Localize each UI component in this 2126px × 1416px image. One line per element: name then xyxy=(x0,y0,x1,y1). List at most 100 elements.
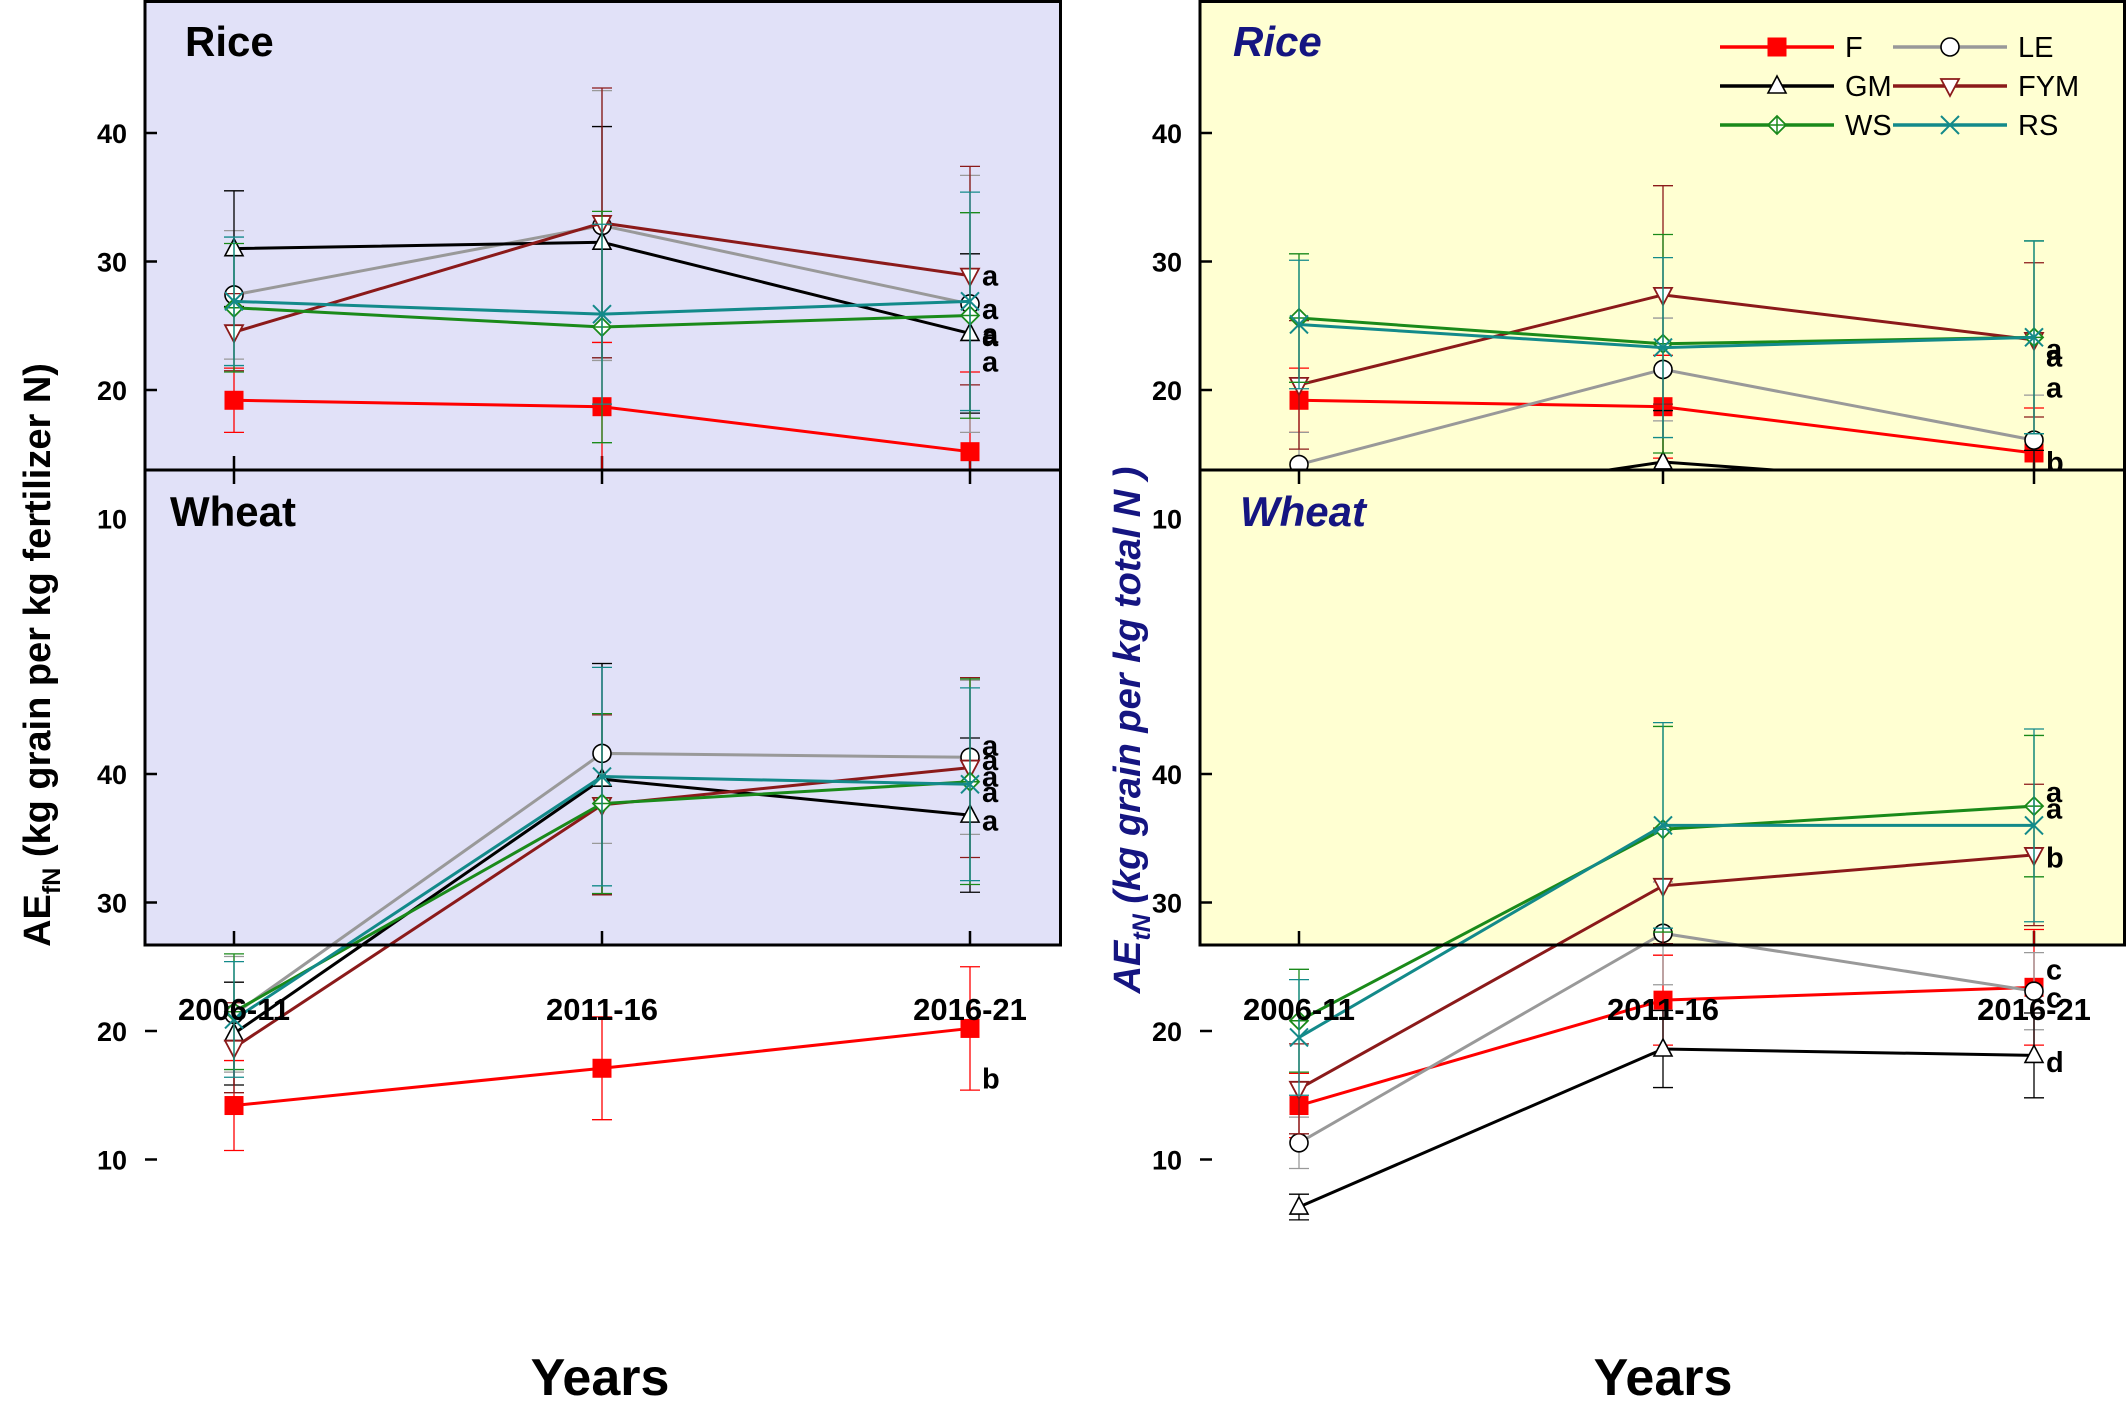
data-point xyxy=(1289,1027,1309,1048)
significance-letter: b xyxy=(2046,843,2064,875)
data-point xyxy=(2023,1043,2045,1064)
y-tick-label: 40 xyxy=(1152,760,1182,790)
significance-letter: a xyxy=(2046,334,2063,366)
y-tick-label: 30 xyxy=(97,889,127,919)
panel-title: Wheat xyxy=(1240,488,1368,535)
data-point xyxy=(224,390,244,410)
series-rs xyxy=(224,191,980,412)
significance-letter: a xyxy=(982,347,999,379)
data-point xyxy=(2024,327,2044,348)
panel-left-rice: 10203040aaaaabRice xyxy=(97,0,1062,535)
significance-letter: b xyxy=(982,1064,1000,1096)
data-point xyxy=(592,766,612,787)
legend-label: RS xyxy=(2018,110,2058,142)
right-y-axis-label: AEtN (kg grain per kg total N ) xyxy=(1107,467,1156,995)
circle-icon-marker xyxy=(1940,37,1960,57)
left-x-axis-label: Years xyxy=(531,1349,670,1407)
square-x-icon xyxy=(1940,115,1960,135)
square-x-icon-marker xyxy=(1940,115,1960,135)
plot-frame xyxy=(143,0,1062,947)
diamond-plus-icon-marker xyxy=(1766,114,1788,136)
significance-letter: a xyxy=(982,762,999,794)
series-line xyxy=(1298,931,2035,1145)
legend-entry-ws: WS xyxy=(1720,110,1892,142)
significance-letter: a xyxy=(982,261,999,293)
significance-letter: a xyxy=(982,777,999,809)
data-point xyxy=(592,304,612,324)
y-tick-label: 20 xyxy=(1152,1017,1182,1047)
x-tick-label: 2016-21 xyxy=(1977,992,2091,1027)
data-point xyxy=(1653,337,1673,358)
legend-label: FYM xyxy=(2018,71,2079,103)
triangle-down-icon xyxy=(1939,78,1961,98)
series-rs xyxy=(1289,721,2044,1096)
x-tick-label: 2016-21 xyxy=(913,992,1027,1027)
series-rs xyxy=(1289,240,2044,439)
series-gm xyxy=(1288,1009,2045,1221)
red-square-icon xyxy=(1767,37,1787,57)
legend-label: GM xyxy=(1845,71,1892,103)
data-point xyxy=(1652,1037,1674,1057)
significance-letter: a xyxy=(2046,342,2063,374)
panel-title: Wheat xyxy=(170,488,296,535)
data-point xyxy=(1653,815,1673,836)
y-tick-label: 20 xyxy=(97,376,127,406)
y-tick-label: 20 xyxy=(97,1017,127,1047)
data-point xyxy=(960,1018,980,1038)
significance-letter: d xyxy=(2046,1047,2064,1079)
significance-letter: a xyxy=(982,745,999,777)
legend-entry-gm: GM xyxy=(1720,71,1892,103)
circle-icon xyxy=(1940,37,1960,57)
triangle-up-icon-marker xyxy=(1766,74,1788,94)
y-tick-label: 10 xyxy=(1152,505,1182,535)
data-point xyxy=(1288,1195,1310,1215)
y-tick-label: 30 xyxy=(1152,248,1182,278)
legend-label: F xyxy=(1845,32,1863,64)
panel-title: Rice xyxy=(185,18,274,65)
y-tick-label: 40 xyxy=(1152,119,1182,149)
data-point xyxy=(960,442,980,462)
significance-letter: c xyxy=(2046,983,2062,1015)
panel-right-rice: 10203040aaabbcRice xyxy=(1152,0,2126,557)
panel-background xyxy=(145,470,1062,945)
significance-letter: a xyxy=(2046,777,2063,809)
y-tick-label: 10 xyxy=(97,1146,127,1176)
significance-letter: a xyxy=(982,731,999,763)
diamond-plus-icon xyxy=(1766,114,1788,136)
data-point xyxy=(960,774,980,794)
x-tick-label: 2006-11 xyxy=(1243,992,1355,1027)
red-square-icon-marker xyxy=(1767,37,1787,57)
significance-letter: a xyxy=(2046,794,2063,826)
legend-entry-le: LE xyxy=(1893,32,2053,64)
series-f xyxy=(1289,928,2044,1139)
significance-letter: a xyxy=(982,805,999,837)
y-tick-label: 20 xyxy=(1152,376,1182,406)
data-point xyxy=(592,1058,612,1078)
data-point xyxy=(1289,314,1309,335)
data-point xyxy=(960,291,980,312)
data-point xyxy=(224,291,244,312)
right-x-axis-label: Years xyxy=(1594,1349,1733,1407)
y-tick-label: 30 xyxy=(97,248,127,278)
data-point xyxy=(2024,981,2044,1001)
data-point xyxy=(224,1096,244,1116)
y-tick-label: 40 xyxy=(97,119,127,149)
data-point xyxy=(1289,1132,1309,1153)
legend-entry-rs: RS xyxy=(1893,110,2058,142)
series-rs xyxy=(224,666,980,1078)
left-y-axis-label: AEfN (kg grain per kg fertilizer N) xyxy=(17,363,66,947)
triangle-down-icon-marker xyxy=(1939,78,1961,98)
series-f xyxy=(224,966,980,1152)
legend: F LE GM FYM WS RS xyxy=(1720,32,2079,142)
panel-title: Rice xyxy=(1233,18,1322,65)
x-tick-label: 2011-16 xyxy=(546,992,658,1027)
significance-letter: a xyxy=(982,294,999,326)
data-point xyxy=(1653,990,1673,1010)
y-tick-label: 10 xyxy=(1152,1146,1182,1176)
significance-letter: a xyxy=(982,321,999,353)
plot-frame xyxy=(1198,0,2126,947)
